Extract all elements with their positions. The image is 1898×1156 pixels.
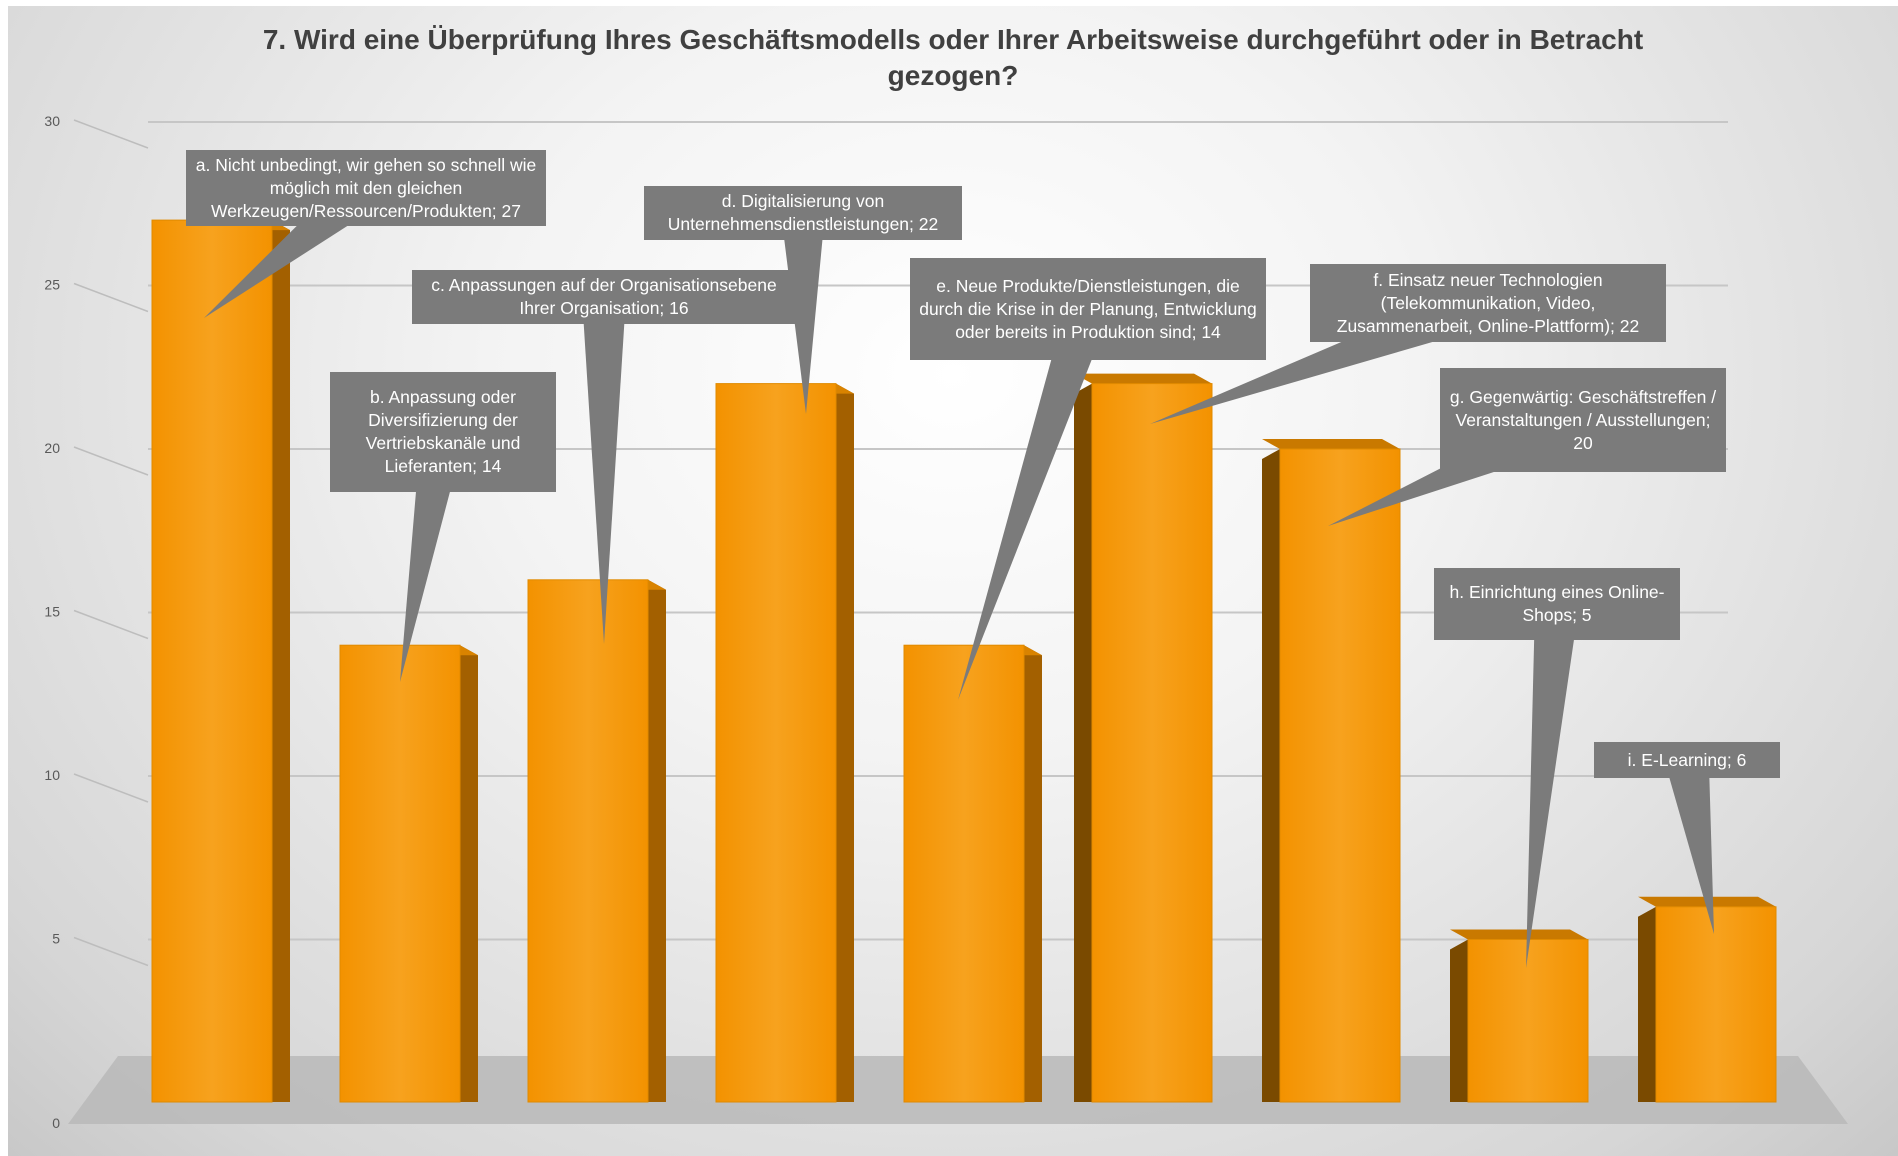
data-label: e. Neue Produkte/Dienstleistungen, die d… (910, 258, 1266, 360)
bar-side (648, 579, 666, 1102)
data-label: b. Anpassung oder Diversifizierung der V… (330, 372, 556, 492)
y-tick-label: 30 (44, 113, 60, 129)
bar-side (1638, 906, 1656, 1102)
bar-front (903, 644, 1025, 1103)
callout-pointer (781, 212, 825, 414)
bar (715, 383, 854, 1103)
bar (1638, 896, 1777, 1103)
bar-top (1450, 929, 1588, 940)
bar-top (1262, 439, 1400, 449)
gridline-diagonal (73, 282, 149, 313)
data-label: g. Gegenwärtig: Geschäftstreffen / Veran… (1440, 368, 1726, 472)
bar (339, 644, 478, 1103)
bar (1074, 373, 1213, 1103)
bar-side (1262, 449, 1280, 1102)
data-label: c. Anpassungen auf der Organisationseben… (412, 270, 796, 324)
y-tick-label: 0 (52, 1115, 60, 1131)
bar-front (1467, 939, 1589, 1103)
gridline-diagonal (73, 773, 149, 803)
bar-side (1074, 383, 1092, 1103)
gridline-diagonal (73, 119, 149, 149)
bar-front (1091, 383, 1213, 1103)
data-label: d. Digitalisierung von Unternehmensdiens… (644, 186, 962, 240)
bar-front (151, 219, 273, 1103)
bar-side (272, 220, 290, 1103)
gridline-diagonal (73, 446, 149, 476)
y-tick-label: 25 (44, 277, 60, 293)
callout-pointer (582, 297, 626, 644)
bar-side (836, 383, 854, 1103)
y-tick-label: 15 (44, 604, 60, 620)
chart-title: 7. Wird eine Überprüfung Ihres Geschäfts… (262, 24, 1644, 91)
callout-pointer (1665, 756, 1714, 934)
bar-front (1655, 906, 1777, 1103)
bar-front (715, 383, 837, 1103)
data-label: i. E-Learning; 6 (1594, 742, 1780, 778)
bar (1262, 439, 1401, 1103)
callout-pointer (1526, 602, 1579, 968)
bar-side (1450, 939, 1468, 1102)
bar-front (339, 644, 461, 1103)
y-tick-label: 20 (44, 440, 60, 456)
gridline-diagonal (73, 609, 149, 640)
chart-area: 7. Wird eine Überprüfung Ihres Geschäfts… (8, 6, 1898, 1156)
bar (1450, 929, 1589, 1103)
callout-pointer (958, 302, 1109, 700)
data-label: a. Nicht unbedingt, wir gehen so schnell… (186, 150, 546, 226)
bar-front (527, 579, 649, 1103)
bar-side (460, 645, 478, 1102)
gridline-diagonal (73, 936, 149, 967)
y-tick-label: 10 (44, 767, 60, 783)
bar (527, 579, 666, 1103)
bar (151, 219, 290, 1103)
bar-top (1074, 373, 1212, 384)
y-tick-label: 5 (52, 931, 60, 947)
bar-front (1279, 448, 1401, 1103)
data-label: f. Einsatz neuer Technologien (Telekommu… (1310, 264, 1666, 342)
bar-side (1024, 645, 1042, 1102)
data-label: h. Einrichtung eines Online-Shops; 5 (1434, 568, 1680, 640)
bar (903, 644, 1042, 1103)
